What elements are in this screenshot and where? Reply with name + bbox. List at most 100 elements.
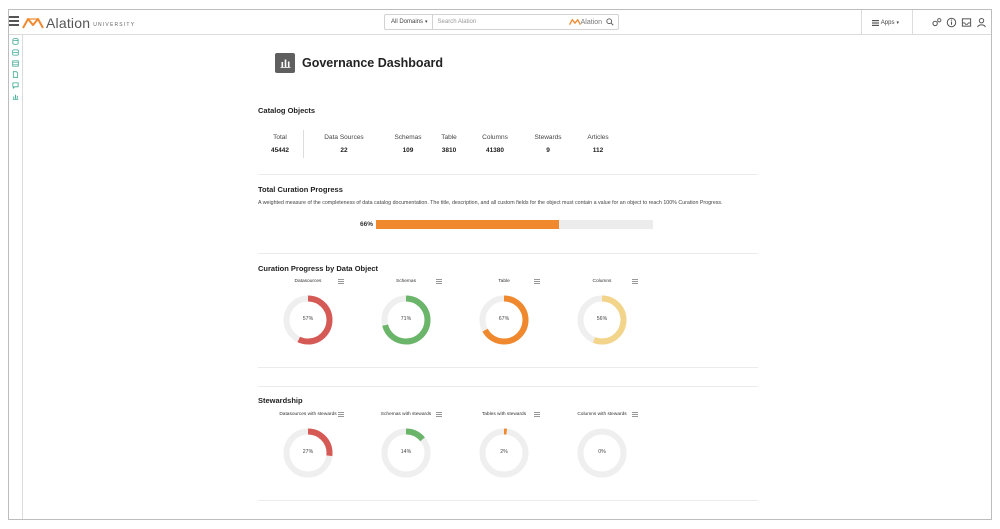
domains-dropdown[interactable]: All Domains ▾ bbox=[385, 15, 433, 29]
stat-value: 109 bbox=[402, 147, 414, 154]
donut-ring bbox=[479, 295, 529, 345]
donut-percent-label: 56% bbox=[596, 316, 608, 322]
apps-menu-button[interactable]: Apps ▾ bbox=[860, 10, 913, 35]
donut-title: Schemas with stewards bbox=[380, 412, 432, 417]
settings-icon[interactable] bbox=[931, 17, 942, 28]
donut-chart-card: Datasources with stewards 27% bbox=[258, 412, 358, 492]
donut-title: Tables with stewards bbox=[481, 412, 527, 417]
stat-value: 41380 bbox=[485, 147, 505, 154]
donut-percent-label: 27% bbox=[302, 449, 314, 455]
chevron-down-icon: ▾ bbox=[425, 19, 428, 25]
donut-percent-label: 14% bbox=[400, 449, 412, 455]
search-bar: All Domains ▾ Search Alation Alation bbox=[384, 14, 619, 30]
donut-title: Columns with stewards bbox=[577, 412, 627, 417]
chart-menu-icon[interactable] bbox=[338, 412, 344, 417]
curation-progress-title: Total Curation Progress bbox=[258, 185, 343, 194]
stat-label: Data Sources bbox=[324, 134, 364, 141]
section-divider bbox=[258, 500, 758, 501]
chart-menu-icon[interactable] bbox=[534, 412, 540, 417]
donut-title: Datasources bbox=[294, 279, 322, 284]
curation-percent-label: 66% bbox=[360, 221, 374, 228]
dashboard-chart-icon bbox=[275, 53, 295, 73]
chart-menu-icon[interactable] bbox=[338, 279, 344, 284]
search-brand: Alation bbox=[568, 18, 602, 26]
grid-icon bbox=[871, 19, 879, 26]
server-icon[interactable] bbox=[12, 49, 19, 56]
chat-icon[interactable] bbox=[12, 82, 19, 89]
stat-label: Columns bbox=[482, 134, 508, 141]
document-icon[interactable] bbox=[12, 71, 19, 78]
donut-chart-card: Table 67% bbox=[454, 279, 554, 359]
stat-value: 3810 bbox=[441, 147, 457, 154]
page-header: Governance Dashboard bbox=[275, 53, 443, 73]
bar-chart-icon bbox=[280, 59, 290, 68]
user-icon[interactable] bbox=[976, 17, 987, 28]
donut-percent-label: 0% bbox=[598, 449, 606, 455]
donut-track bbox=[577, 428, 627, 478]
stewardship-title: Stewardship bbox=[258, 396, 303, 405]
hamburger-menu-icon[interactable] bbox=[9, 16, 19, 28]
stat-label: Schemas bbox=[394, 134, 422, 141]
donut-chart-card: Columns 56% bbox=[552, 279, 652, 359]
inbox-icon[interactable] bbox=[961, 17, 972, 28]
left-rail bbox=[9, 35, 23, 519]
donut-value-arc[interactable] bbox=[381, 295, 431, 345]
curation-progress-bar bbox=[376, 220, 653, 229]
donut-value-arc[interactable] bbox=[479, 428, 529, 478]
alation-logo[interactable]: Alation UNIVERSITY bbox=[22, 14, 135, 31]
chart-menu-icon[interactable] bbox=[436, 412, 442, 417]
donut-chart-card: Tables with stewards 2% bbox=[454, 412, 554, 492]
section-divider bbox=[258, 386, 758, 387]
curation-by-object-title: Curation Progress by Data Object bbox=[258, 264, 379, 273]
donut-value-arc[interactable] bbox=[283, 295, 333, 345]
donut-value-arc[interactable] bbox=[283, 428, 333, 478]
chart-menu-icon[interactable] bbox=[632, 412, 638, 417]
chart-menu-icon[interactable] bbox=[436, 279, 442, 284]
donut-percent-label: 67% bbox=[498, 316, 510, 322]
alation-logo-icon bbox=[22, 17, 44, 28]
database-icon[interactable] bbox=[12, 38, 19, 45]
donut-title: Schemas bbox=[396, 279, 416, 284]
section-divider bbox=[258, 367, 758, 368]
donut-chart-card: Datasources 57% bbox=[258, 279, 358, 359]
search-icon[interactable] bbox=[606, 18, 614, 26]
donut-chart-card: Columns with stewards 0% bbox=[552, 412, 652, 492]
donut-chart-card: Schemas with stewards 14% bbox=[356, 412, 456, 492]
catalog-stat: Total 45442 bbox=[255, 134, 305, 154]
chart-icon[interactable] bbox=[12, 93, 19, 100]
stat-label: Articles bbox=[587, 134, 609, 141]
stat-label: Total bbox=[273, 134, 287, 141]
donut-ring bbox=[283, 428, 333, 478]
donut-title: Columns bbox=[592, 279, 612, 284]
catalog-stat: Table 3810 bbox=[424, 134, 474, 154]
donut-ring bbox=[381, 295, 431, 345]
donut-value-arc[interactable] bbox=[577, 295, 627, 345]
section-divider bbox=[258, 174, 758, 175]
alation-mini-logo-icon bbox=[568, 18, 581, 26]
domains-label: All Domains bbox=[391, 19, 424, 25]
apps-label: Apps bbox=[880, 19, 895, 26]
table-icon[interactable] bbox=[12, 60, 19, 67]
stat-value: 9 bbox=[546, 147, 550, 154]
catalog-stat: Schemas 109 bbox=[383, 134, 433, 154]
donut-ring bbox=[381, 428, 431, 478]
help-icon[interactable] bbox=[946, 17, 957, 28]
catalog-objects-title: Catalog Objects bbox=[258, 106, 316, 115]
catalog-stat: Stewards 9 bbox=[523, 134, 573, 154]
curation-progress-fill bbox=[376, 220, 559, 229]
donut-value-arc[interactable] bbox=[381, 428, 431, 478]
brand-subtitle: UNIVERSITY bbox=[93, 22, 136, 28]
curation-description: A weighted measure of the completeness o… bbox=[258, 200, 723, 206]
catalog-stat: Data Sources 22 bbox=[319, 134, 369, 154]
search-input[interactable]: Search Alation bbox=[437, 19, 477, 25]
chart-menu-icon[interactable] bbox=[534, 279, 540, 284]
donut-value-arc[interactable] bbox=[479, 295, 529, 345]
stats-divider bbox=[303, 130, 304, 158]
donut-title: Datasources with stewards bbox=[279, 412, 337, 417]
donut-ring bbox=[479, 428, 529, 478]
chart-menu-icon[interactable] bbox=[632, 279, 638, 284]
donut-ring bbox=[577, 428, 627, 478]
catalog-stat: Articles 112 bbox=[573, 134, 623, 154]
section-divider bbox=[258, 253, 758, 254]
stat-label: Stewards bbox=[534, 134, 562, 141]
